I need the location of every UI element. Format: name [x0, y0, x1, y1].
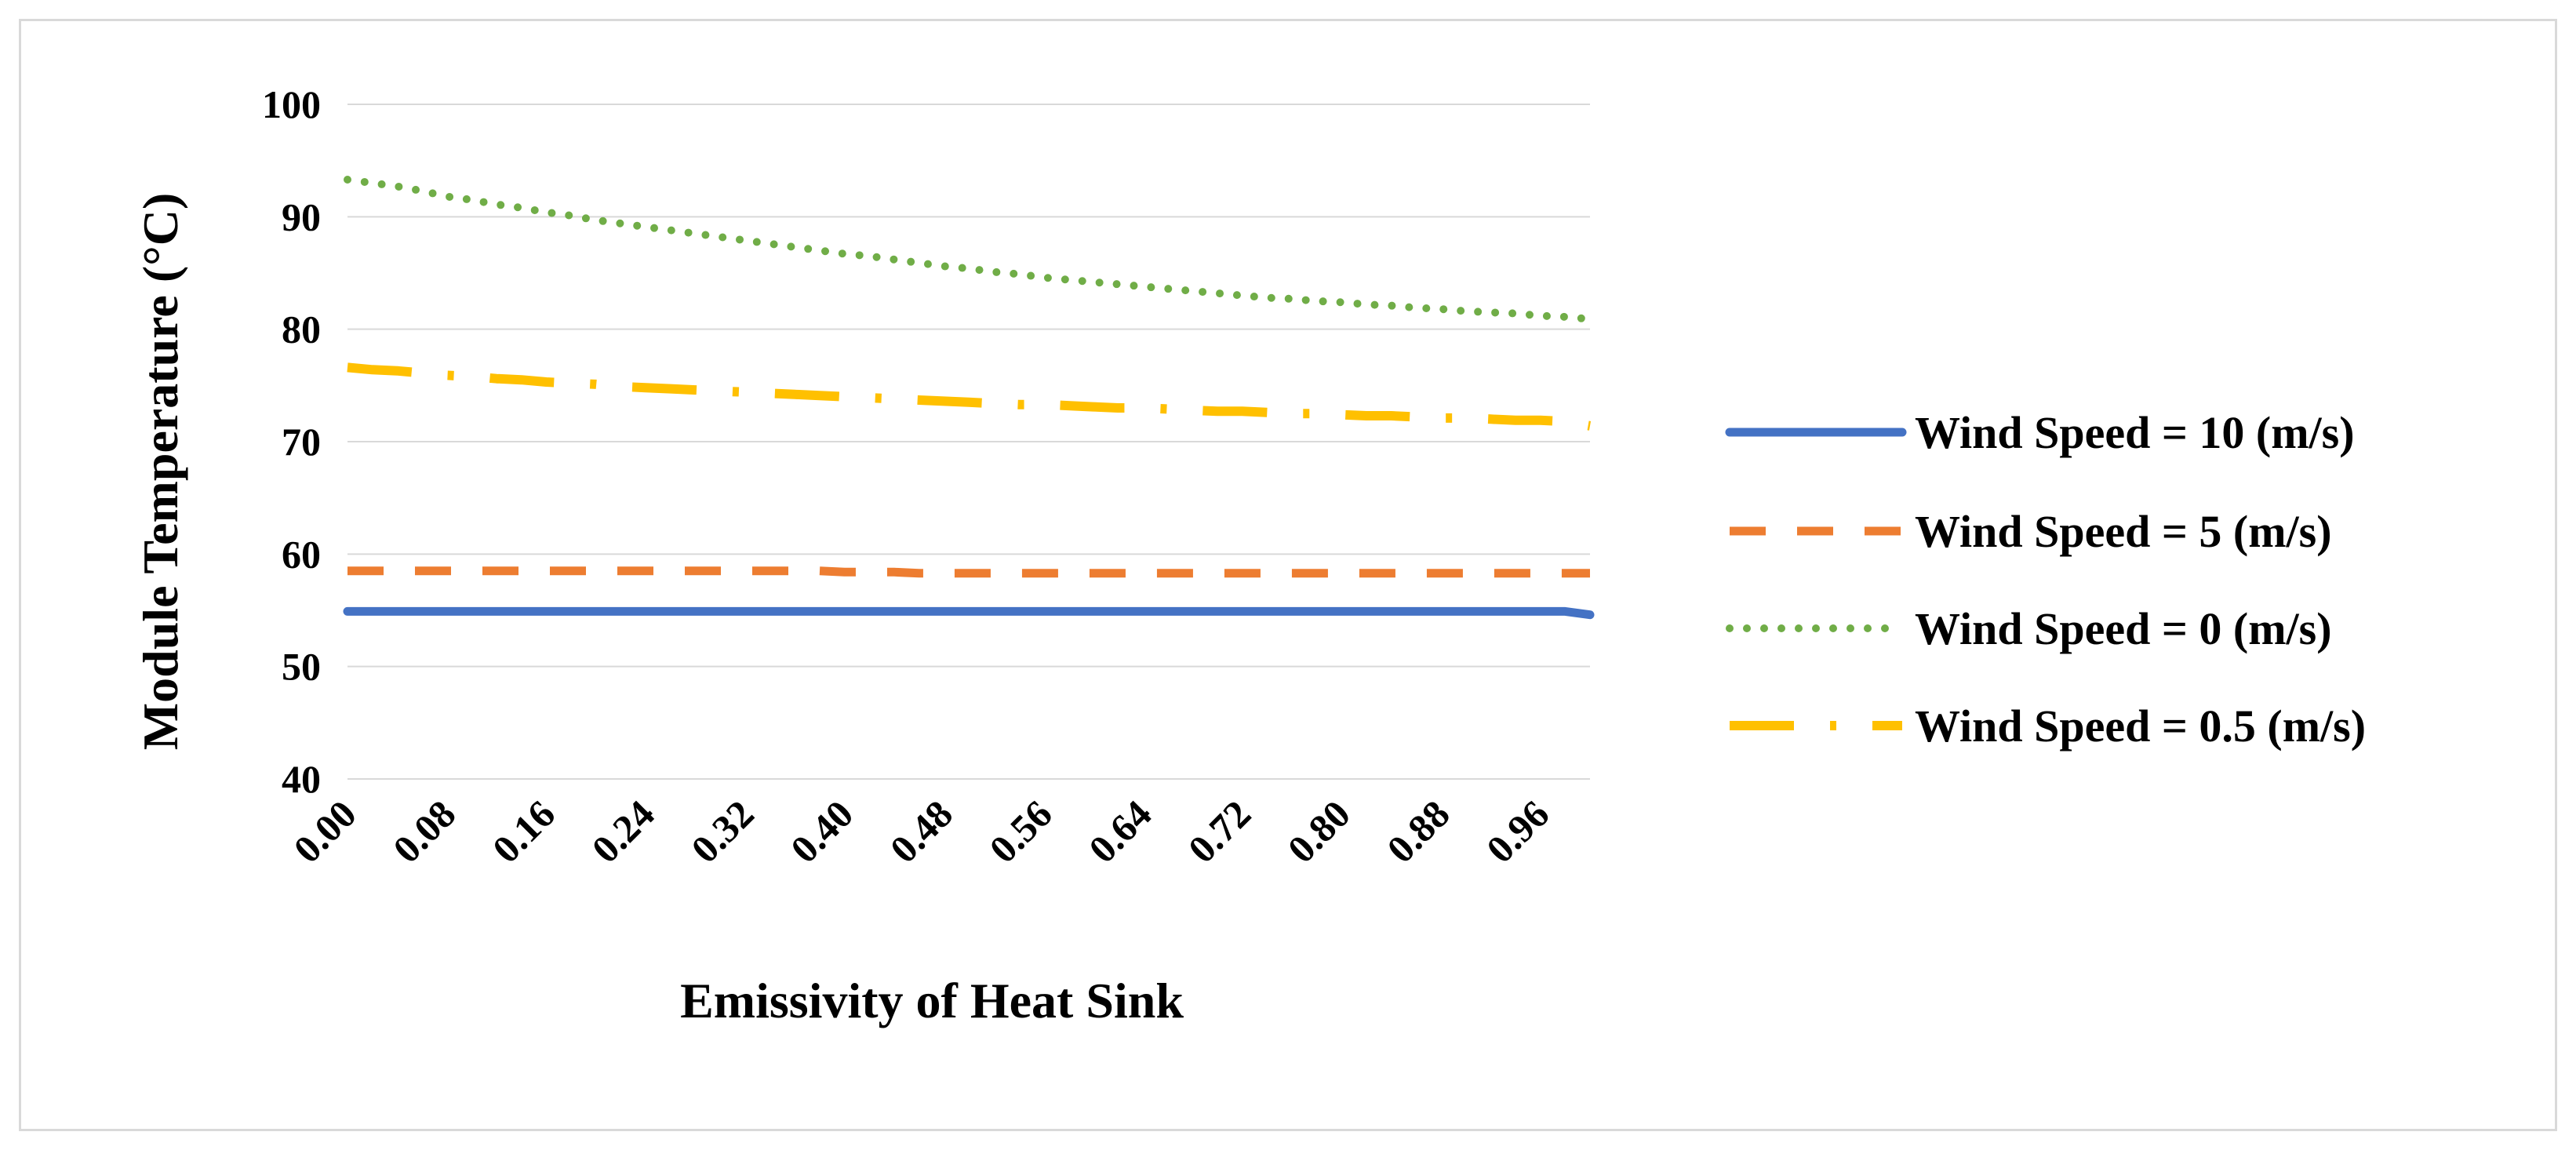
- x-tick-label: 0.56: [981, 792, 1060, 871]
- legend-label-3: Wind Speed = 0.5 (m/s): [1915, 701, 2366, 752]
- y-axis-title: Module Temperature (°C): [133, 193, 188, 751]
- legend-label-2: Wind Speed = 0 (m/s): [1915, 603, 2332, 654]
- series-line-3: [347, 362, 1592, 431]
- x-tick-label: 0.24: [583, 792, 662, 871]
- gridlines: [347, 104, 1590, 780]
- x-tick-label: 0.08: [384, 792, 464, 871]
- x-tick-label: 0.88: [1378, 792, 1457, 871]
- y-axis-ticks: 40 50 60 70 80 90 100: [262, 82, 321, 801]
- series-lines: [343, 176, 1595, 620]
- x-axis-ticks: 0.00 0.08 0.16 0.24 0.32 0.40 0.48 0.56 0.64 0.72…: [285, 792, 1557, 871]
- x-tick-label: 0.40: [782, 792, 861, 871]
- legend: Wind Speed = 10 (m/s) Wind Speed = 5 (m/s…: [1725, 407, 2366, 752]
- x-axis-title: Emissivity of Heat Sink: [680, 973, 1184, 1028]
- series-line-2: [344, 176, 1594, 323]
- x-tick-label: 0.00: [285, 792, 364, 871]
- y-tick-label: 90: [282, 195, 321, 238]
- y-tick-label: 70: [282, 420, 321, 464]
- y-tick-label: 80: [282, 308, 321, 351]
- x-tick-label: 0.96: [1478, 792, 1557, 871]
- chart-frame: 40 50 60 70 80 90 100 0.00 0.08 0.16 0.24 0.32 0.40…: [19, 19, 2557, 1131]
- x-tick-label: 0.16: [484, 792, 563, 871]
- legend-label-1: Wind Speed = 5 (m/s): [1915, 506, 2332, 557]
- y-tick-label: 50: [282, 645, 321, 689]
- x-tick-label: 0.72: [1180, 792, 1259, 871]
- line-chart: 40 50 60 70 80 90 100 0.00 0.08 0.16 0.24 0.32 0.40…: [133, 82, 2366, 1028]
- legend-label-0: Wind Speed = 10 (m/s): [1915, 407, 2355, 458]
- x-tick-label: 0.64: [1080, 792, 1159, 871]
- x-tick-label: 0.48: [882, 792, 961, 871]
- series-line-0: [343, 606, 1595, 620]
- x-tick-label: 0.32: [682, 792, 762, 871]
- series-line-1: [347, 566, 1590, 578]
- y-tick-label: 40: [282, 757, 321, 801]
- y-tick-label: 60: [282, 532, 321, 576]
- y-tick-label: 100: [262, 82, 321, 126]
- x-tick-label: 0.80: [1279, 792, 1359, 871]
